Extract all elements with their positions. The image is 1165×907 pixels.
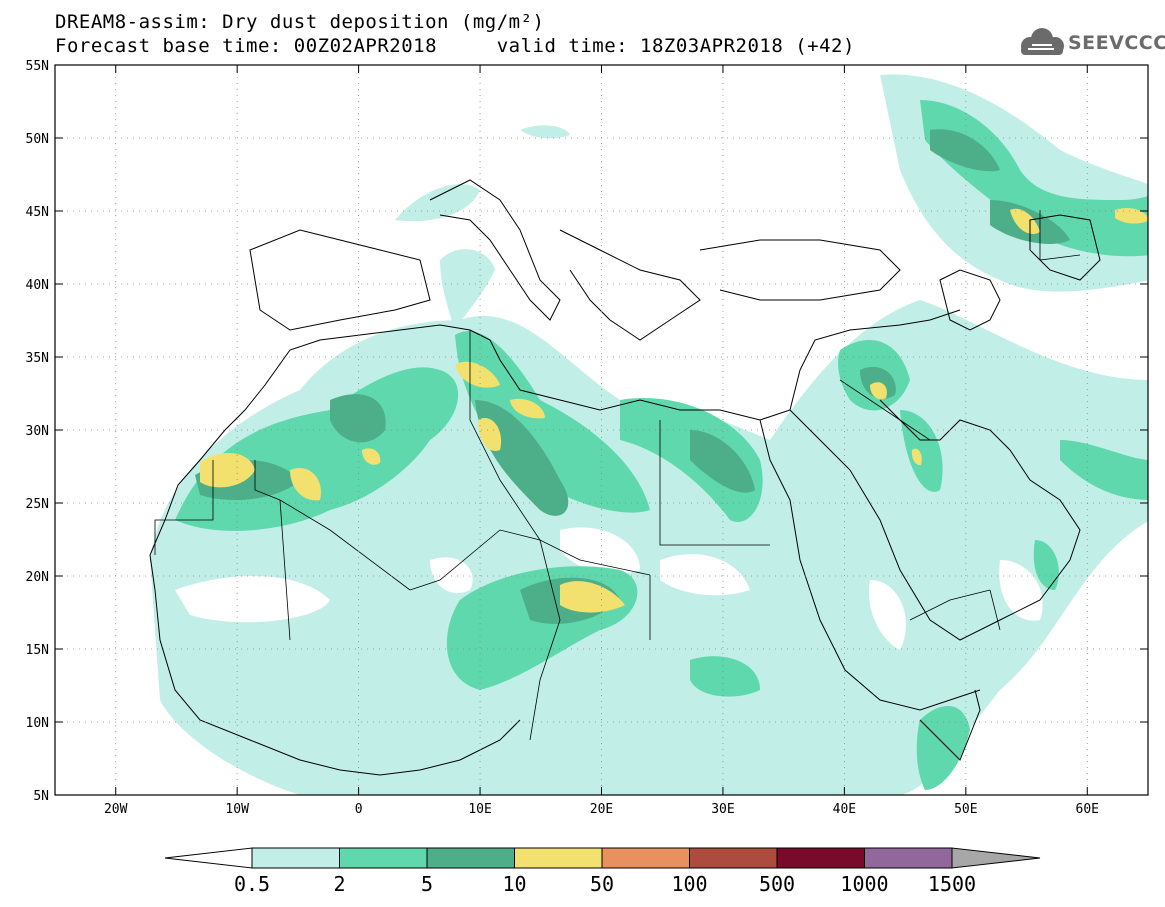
forecast-time-line: Forecast base time: 00Z02APR2018 valid t…	[55, 35, 855, 57]
lat-label: 55N	[26, 59, 49, 74]
lat-label: 5N	[33, 789, 49, 804]
colorbar-level-label: 5	[421, 872, 433, 896]
lat-label: 45N	[26, 205, 49, 220]
colorbar-segment	[689, 847, 778, 869]
lat-label: 30N	[26, 424, 49, 439]
colorbar-level-label: 50	[590, 872, 614, 896]
lon-label: 30E	[711, 802, 734, 817]
lat-label: 40N	[26, 278, 49, 293]
color-bar-legend: 0.5 2 5 10 50 100 500 1000 1500	[164, 847, 1041, 896]
longitude-labels: 20W 10W 0 10E 20E 30E 40E 50E 60E	[104, 802, 1099, 817]
colorbar-level-label: 0.5	[234, 872, 270, 896]
latitude-labels: 55N 50N 45N 40N 35N 30N 25N 20N 15N 10N 5N	[26, 59, 49, 804]
lat-label: 15N	[26, 643, 49, 658]
lon-label: 0	[355, 802, 363, 817]
lat-label: 10N	[26, 716, 49, 731]
country-borders	[154, 210, 1081, 741]
logo-text: SEEVCCC	[1068, 32, 1165, 54]
lon-label: 20W	[104, 802, 128, 817]
lon-label: 10W	[225, 802, 249, 817]
seevccc-cloud-logo-icon	[1021, 28, 1064, 55]
lat-label: 25N	[26, 497, 49, 512]
colorbar-segment	[339, 847, 428, 869]
lat-label: 50N	[26, 132, 49, 147]
lon-label: 60E	[1076, 802, 1099, 817]
graticule	[55, 65, 1148, 795]
colorbar-level-label: 100	[671, 872, 707, 896]
colorbar-segment	[776, 847, 865, 869]
lat-label: 35N	[26, 351, 49, 366]
colorbar-level-label: 10	[502, 872, 526, 896]
coastlines	[149, 179, 1101, 776]
lon-label: 10E	[468, 802, 491, 817]
colorbar-segment	[601, 847, 690, 869]
dust-field	[150, 74, 1148, 795]
colorbar-over-arrow	[951, 847, 1041, 869]
map-title: DREAM8-assim: Dry dust deposition (mg/m²…	[55, 11, 545, 33]
colorbar-level-label: 1500	[928, 872, 976, 896]
colorbar-segment	[514, 847, 603, 869]
lat-label: 20N	[26, 570, 49, 585]
colorbar-level-label: 2	[333, 872, 345, 896]
axis-ticks	[55, 64, 1148, 796]
colorbar-segment	[864, 847, 953, 869]
lon-label: 50E	[954, 802, 977, 817]
lon-label: 40E	[833, 802, 856, 817]
colorbar-under-arrow	[164, 847, 253, 869]
colorbar-level-label: 1000	[840, 872, 888, 896]
lon-label: 20E	[590, 802, 613, 817]
colorbar-segment	[426, 847, 515, 869]
colorbar-segment	[251, 847, 340, 869]
colorbar-level-label: 500	[759, 872, 795, 896]
